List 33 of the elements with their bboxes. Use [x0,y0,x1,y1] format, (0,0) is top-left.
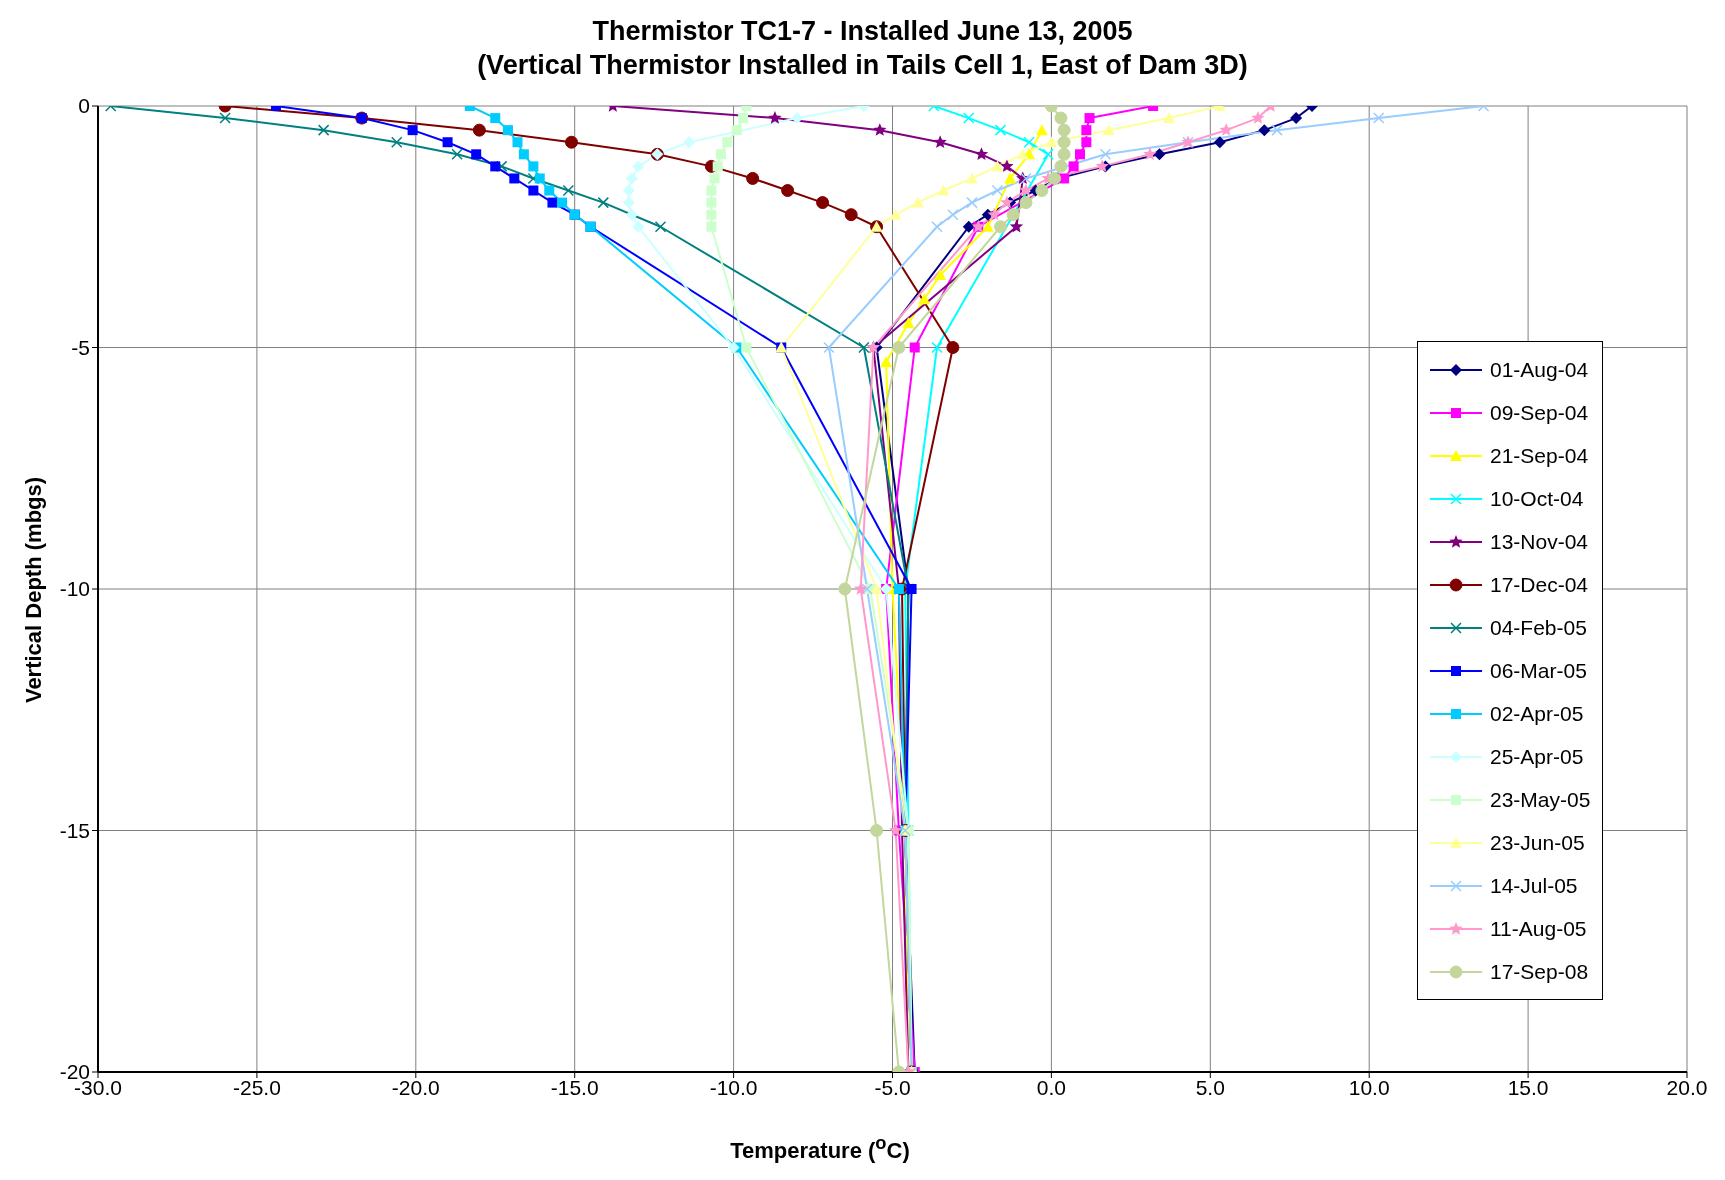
x-tick-label: -20.0 [391,1075,440,1099]
x-tick-label: -10.0 [709,1075,758,1099]
legend-label: 11-Aug-05 [1490,916,1587,941]
legend-label: 23-Jun-05 [1490,830,1585,855]
legend-label: 14-Jul-05 [1490,873,1578,898]
x-tick-label: 0.0 [1036,1075,1066,1099]
legend-label: 02-Apr-05 [1490,701,1584,726]
y-axis-title: Vertical Depth (mbgs) [21,476,47,704]
y-tick-label: -15 [59,818,90,842]
y-tick-label: -10 [59,577,90,601]
chart-title: Thermistor TC1-7 - Installed June 13, 2005 [591,15,1134,48]
x-tick-label: -5.0 [874,1075,911,1099]
legend-label: 21-Sep-04 [1490,443,1589,468]
legend-label: 25-Apr-05 [1490,744,1584,769]
legend-label: 13-Nov-04 [1490,529,1589,554]
x-tick-label: -15.0 [550,1075,599,1099]
legend-label: 09-Sep-04 [1490,400,1589,425]
x-tick-label: 15.0 [1507,1075,1549,1099]
x-tick-label: 10.0 [1348,1075,1390,1099]
legend-label: 10-Oct-04 [1490,486,1584,511]
y-tick-label: -5 [71,335,90,359]
legend-label: 23-May-05 [1490,787,1591,812]
legend-label: 01-Aug-04 [1490,357,1589,382]
x-tick-label: -25.0 [232,1075,281,1099]
legend-label: 17-Sep-08 [1490,959,1589,984]
y-tick-label: 0 [78,94,90,118]
legend-label: 06-Mar-05 [1490,658,1587,683]
x-tick-label: 5.0 [1195,1075,1225,1099]
x-tick-label: 20.0 [1666,1075,1708,1099]
legend-label: 17-Dec-04 [1490,572,1589,597]
legend-label: 04-Feb-05 [1490,615,1587,640]
chart-subtitle: (Vertical Thermistor Installed in Tails Cell 1, East of Dam 3D) [476,49,1249,82]
x-axis-title: Temperature ($^{o}$C) [729,1132,911,1164]
